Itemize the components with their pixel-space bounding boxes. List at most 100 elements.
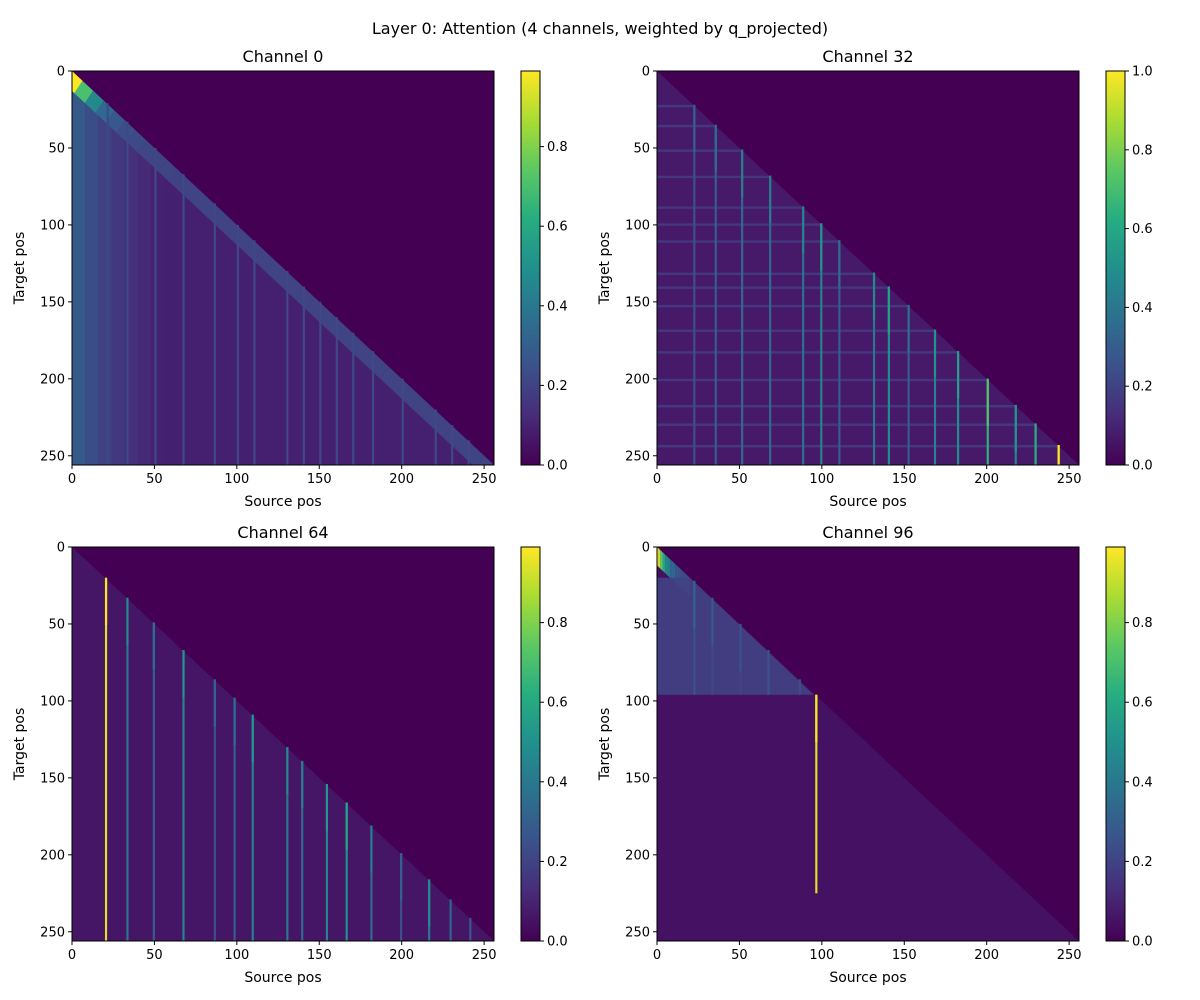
colorbar — [1105, 70, 1126, 466]
stripe-head — [345, 802, 348, 850]
stripe-column — [251, 714, 254, 941]
y-tick-label: 100 — [625, 218, 650, 233]
stripe-column — [741, 149, 744, 465]
stripe-column — [154, 147, 157, 465]
x-tick-label: 50 — [146, 948, 163, 963]
colorbar-tick-label: 0.0 — [547, 459, 568, 474]
x-tick-label: 200 — [974, 948, 999, 963]
x-tick-label: 100 — [809, 472, 834, 487]
y-axis-label: Target pos — [12, 708, 28, 782]
subplot-title: Channel 96 — [822, 523, 913, 542]
x-tick-label: 250 — [472, 472, 497, 487]
x-axis-label: Source pos — [829, 970, 906, 986]
stripe-head — [301, 760, 304, 809]
stripe-head — [126, 597, 129, 646]
lower-triangle-fill — [72, 547, 494, 941]
diagonal-band — [95, 100, 115, 123]
stripe-head — [767, 650, 770, 695]
stripe-head — [769, 175, 772, 223]
grid-row-line — [657, 104, 694, 108]
x-tick-label: 250 — [1057, 472, 1082, 487]
column-band — [85, 83, 99, 465]
stripe-head — [693, 580, 696, 629]
diagonal-band — [84, 90, 104, 113]
diagonal-band — [105, 110, 125, 133]
stripe-head — [1034, 423, 1037, 465]
diagonal-band — [137, 139, 157, 163]
stripe-head — [428, 879, 431, 927]
colorbar-tick-label: 0.2 — [547, 855, 568, 870]
stripe-column — [957, 351, 960, 465]
diagonal-band — [390, 376, 410, 399]
stripe-head — [1057, 444, 1060, 465]
axes-frame — [71, 546, 495, 942]
diagonal-band — [369, 356, 389, 379]
column-band — [151, 144, 165, 465]
diagonal-band — [274, 268, 294, 291]
y-tick-label: 200 — [625, 848, 650, 863]
stripe-head — [838, 240, 841, 288]
stripe-column — [711, 597, 714, 695]
x-tick-label: 100 — [809, 948, 834, 963]
y-tick-label: 250 — [40, 925, 65, 940]
colorbar-tick-label: 0.8 — [547, 140, 568, 155]
diagonal-band — [264, 258, 283, 281]
subplot-title: Channel 0 — [243, 47, 324, 66]
stripe-head — [820, 223, 823, 271]
grid-row-line — [657, 423, 1035, 426]
y-tick-label: 0 — [642, 65, 650, 80]
heatmap-cells — [72, 547, 494, 941]
stripe-head — [251, 714, 254, 763]
x-tick-label: 150 — [307, 948, 332, 963]
diagonal-band — [243, 238, 262, 261]
y-tick-label: 200 — [40, 848, 65, 863]
y-tick-label: 0 — [57, 541, 65, 556]
stripe-column — [815, 694, 818, 894]
stripe-head — [957, 351, 960, 399]
stripe-column — [302, 286, 305, 465]
colorbar-tick-label: 0.8 — [1132, 616, 1153, 631]
stripe-column — [126, 597, 129, 941]
diagonal-band — [666, 556, 669, 577]
y-tick-label: 150 — [625, 771, 650, 786]
stripe-head — [907, 304, 910, 353]
diagonal-band — [670, 559, 672, 580]
grid-row-line — [657, 304, 908, 308]
diagonal-band — [660, 550, 662, 571]
stripe-head — [104, 577, 108, 626]
stripe-head — [469, 917, 472, 941]
stripe-column — [286, 271, 289, 465]
diagonal-band — [401, 386, 421, 409]
column-band — [256, 243, 270, 465]
diagonal-band — [74, 80, 94, 104]
colorbar-tick-label: 0.0 — [1132, 459, 1153, 474]
stripe-column — [345, 802, 348, 941]
colorbar — [520, 70, 541, 466]
lower-triangle-fill — [657, 71, 1079, 465]
diagonal-band — [671, 560, 674, 581]
stripe-column — [820, 223, 823, 465]
stripe-head — [798, 679, 801, 695]
x-tick-label: 250 — [472, 948, 497, 963]
colorbar-tick-label: 0.2 — [1132, 855, 1153, 870]
grid-row-line — [657, 223, 821, 226]
stripe-head — [714, 124, 717, 173]
x-axis-label: Source pos — [829, 494, 906, 510]
x-tick-label: 250 — [1057, 948, 1082, 963]
heatmap-cells — [657, 71, 1079, 465]
y-tick-label: 100 — [40, 694, 65, 709]
stripe-head — [802, 206, 805, 254]
x-tick-label: 150 — [307, 472, 332, 487]
colorbar-tick-label: 0.4 — [1132, 301, 1153, 316]
stripe-column — [236, 224, 239, 465]
grid-row-line — [657, 175, 770, 179]
x-tick-label: 200 — [974, 472, 999, 487]
stripe-column — [335, 317, 338, 465]
heatmap-cells — [72, 71, 494, 465]
colorbar-tick-label: 0.4 — [1132, 775, 1153, 790]
stripe-head — [1014, 404, 1017, 453]
x-tick-label: 50 — [731, 948, 748, 963]
figure-suptitle: Layer 0: Attention (4 channels, weighted… — [372, 19, 828, 39]
y-tick-label: 250 — [625, 449, 650, 464]
diagonal-band — [668, 557, 671, 578]
